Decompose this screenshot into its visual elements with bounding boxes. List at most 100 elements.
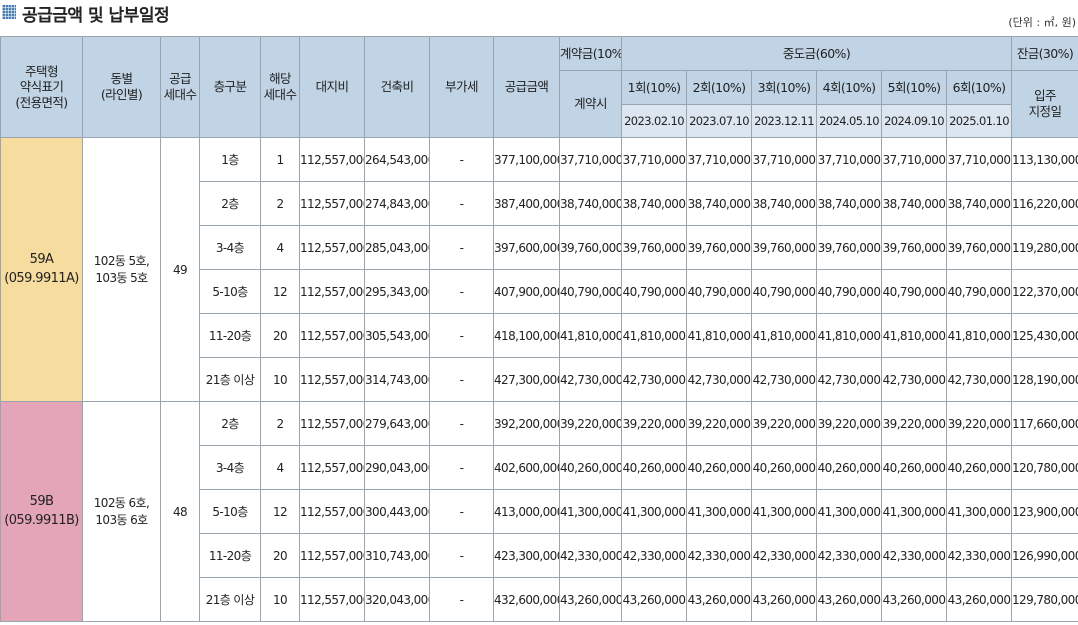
installment-date-2: 2023.07.10	[686, 104, 752, 138]
table-row: 59A (059.9911A) 102동 5호, 103동 5호 49 1층 1 112,55…	[0, 137, 1078, 402]
installment-cell-6: 41,810,000	[946, 313, 1012, 358]
installment-cell-5: 41,810,000	[881, 313, 947, 358]
installment-cell-5: 40,790,000	[881, 269, 947, 314]
installment-cell-1: 42,330,000	[621, 533, 687, 578]
header-supply-units: 공급 세대수	[160, 36, 200, 138]
balance-cell: 129,780,000	[1011, 577, 1078, 622]
installment-cell-4: 39,760,000	[816, 225, 882, 270]
floor-cell: 5-10층	[199, 269, 261, 314]
construction-cost-cell: 279,643,000	[364, 401, 430, 446]
installment-cell-2: 42,730,000	[686, 357, 752, 402]
installment-cell-4: 40,260,000	[816, 445, 882, 490]
installment-cell-3: 40,260,000	[751, 445, 817, 490]
units-cell: 20	[260, 533, 300, 578]
table-row: 3-4층 4 112,557,000 290,043,000-402,600,000 4…	[1, 445, 1078, 490]
supply-price-cell: 397,600,000	[493, 225, 560, 270]
deposit-cell: 39,220,000	[559, 401, 622, 446]
installment-cell-1: 40,260,000	[621, 445, 687, 490]
header-installment-5: 5회(10%)	[881, 70, 947, 105]
floor-cell: 3-4층	[199, 225, 261, 270]
deposit-cell: 38,740,000	[559, 181, 622, 226]
header-installment-3: 3회(10%)	[751, 70, 817, 105]
land-cost-cell: 112,557,000	[299, 313, 365, 358]
balance-cell: 126,990,000	[1011, 533, 1078, 578]
installment-cell-4: 42,330,000	[816, 533, 882, 578]
installment-cell-2: 37,710,000	[686, 137, 752, 182]
table-row: 3-4층 4 112,557,000 285,043,000-397,600,000 3…	[1, 225, 1078, 270]
construction-cost-cell: 314,743,000	[364, 357, 430, 402]
floor-cell: 11-20층	[199, 313, 261, 358]
installment-cell-3: 39,220,000	[751, 401, 817, 446]
installment-date-1: 2023.02.10	[621, 104, 687, 138]
installment-cell-4: 41,810,000	[816, 313, 882, 358]
installment-date-6: 2025.01.10	[946, 104, 1012, 138]
installment-cell-5: 42,730,000	[881, 357, 947, 402]
installment-cell-3: 39,760,000	[751, 225, 817, 270]
vat-cell: -	[429, 269, 494, 314]
installment-cell-2: 41,810,000	[686, 313, 752, 358]
construction-cost-cell: 295,343,000	[364, 269, 430, 314]
header-land: 대지비	[299, 36, 365, 138]
installment-date-5: 2024.09.10	[881, 104, 947, 138]
installment-cell-1: 39,760,000	[621, 225, 687, 270]
installment-cell-2: 39,760,000	[686, 225, 752, 270]
grid-square-icon	[2, 5, 16, 19]
header-balance: 잔금(30%)	[1011, 36, 1078, 71]
deposit-cell: 43,260,000	[559, 577, 622, 622]
balance-cell: 122,370,000	[1011, 269, 1078, 314]
installment-date-3: 2023.12.11	[751, 104, 817, 138]
vat-cell: -	[429, 357, 494, 402]
deposit-cell: 39,760,000	[559, 225, 622, 270]
land-cost-cell: 112,557,000	[299, 357, 365, 402]
installment-cell-1: 38,740,000	[621, 181, 687, 226]
supply-price-cell: 423,300,000	[493, 533, 560, 578]
vat-cell: -	[429, 401, 494, 446]
floor-cell: 2층	[199, 181, 261, 226]
deposit-cell: 37,710,000	[559, 137, 622, 182]
construction-cost-cell: 285,043,000	[364, 225, 430, 270]
header-supply-price: 공급금액	[493, 36, 560, 138]
deposit-cell: 40,790,000	[559, 269, 622, 314]
units-cell: 4	[260, 225, 300, 270]
installment-cell-4: 40,790,000	[816, 269, 882, 314]
installment-cell-6: 40,790,000	[946, 269, 1012, 314]
vat-cell: -	[429, 577, 494, 622]
balance-cell: 120,780,000	[1011, 445, 1078, 490]
installment-cell-1: 39,220,000	[621, 401, 687, 446]
supply-price-cell: 402,600,000	[493, 445, 560, 490]
land-cost-cell: 112,557,000	[299, 489, 365, 534]
installment-cell-3: 40,790,000	[751, 269, 817, 314]
units-cell: 1	[260, 137, 300, 182]
building-line-cell: 102동 5호, 103동 5호	[82, 137, 161, 402]
construction-cost-cell: 300,443,000	[364, 489, 430, 534]
unit-type-cell: 59B (059.9911B)	[0, 401, 83, 622]
installment-cell-5: 39,760,000	[881, 225, 947, 270]
units-cell: 12	[260, 489, 300, 534]
installment-cell-6: 39,760,000	[946, 225, 1012, 270]
installment-cell-3: 43,260,000	[751, 577, 817, 622]
installment-cell-1: 41,810,000	[621, 313, 687, 358]
installment-cell-3: 37,710,000	[751, 137, 817, 182]
installment-cell-3: 42,330,000	[751, 533, 817, 578]
land-cost-cell: 112,557,000	[299, 225, 365, 270]
header-type: 주택형 약식표기 (전용면적)	[0, 36, 83, 138]
installment-cell-2: 39,220,000	[686, 401, 752, 446]
table-row: 21층 이상 10 112,557,000 320,043,000-432,600,0…	[1, 577, 1078, 622]
installment-cell-2: 43,260,000	[686, 577, 752, 622]
installment-cell-4: 42,730,000	[816, 357, 882, 402]
deposit-cell: 42,330,000	[559, 533, 622, 578]
table-row: 5-10층 12 112,557,000 295,343,000-407,900,00…	[1, 269, 1078, 314]
header-units: 해당 세대수	[260, 36, 300, 138]
installment-cell-3: 38,740,000	[751, 181, 817, 226]
page-title: 공급금액 및 납부일정	[22, 6, 170, 26]
header-floor: 층구분	[199, 36, 261, 138]
table-row: 5-10층 12 112,557,000 300,443,000-413,000,00…	[1, 489, 1078, 534]
construction-cost-cell: 320,043,000	[364, 577, 430, 622]
supply-price-cell: 407,900,000	[493, 269, 560, 314]
installment-cell-1: 42,730,000	[621, 357, 687, 402]
installment-cell-2: 40,260,000	[686, 445, 752, 490]
units-cell: 12	[260, 269, 300, 314]
land-cost-cell: 112,557,000	[299, 137, 365, 182]
units-cell: 4	[260, 445, 300, 490]
supply-price-cell: 427,300,000	[493, 357, 560, 402]
